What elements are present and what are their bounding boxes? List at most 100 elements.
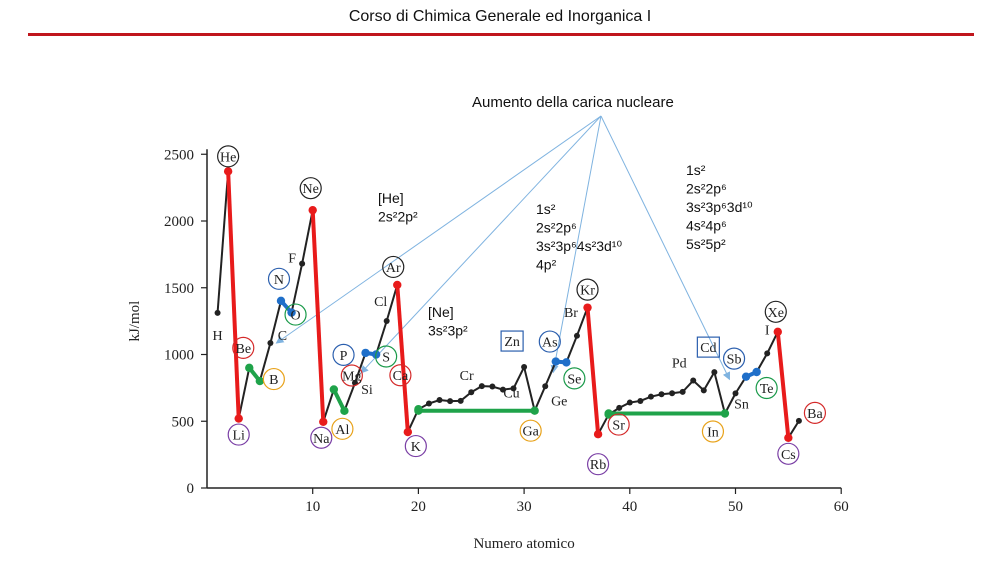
red-segment [226,171,241,419]
data-point [510,385,517,392]
config-line-sn: 1s² [686,162,706,178]
element-circle [586,453,610,476]
series-segment [216,171,230,313]
y-tick-label: 500 [172,414,195,430]
red-segment [395,284,410,433]
series-segment [544,361,557,387]
annotation-arrow [600,115,731,381]
y-tick-label: 2000 [164,214,194,230]
element-label-zn: Zn [504,335,520,350]
data-point [521,364,528,371]
element-circle [340,364,363,387]
x-tick-label: 60 [834,499,849,515]
config-line-ge: 1s² [536,201,556,217]
data-point [669,390,676,397]
config-line-sn: 3s²3p⁶3d¹⁰ [686,199,753,215]
element-circle [519,419,542,442]
red-segment [775,331,791,439]
data-point [234,414,243,423]
series-segment [533,385,547,412]
element-circle [331,417,354,440]
data-point [223,167,233,176]
element-circle [227,423,250,446]
element-label-ge: Ge [551,394,567,409]
element-circle [701,420,725,443]
data-point [732,390,739,397]
element-circle [232,336,255,359]
red-segment [310,210,326,422]
data-point [573,332,580,339]
data-point [436,397,443,404]
element-circle [262,367,285,391]
annotation-title: Aumento della carica nucleare [472,94,674,111]
element-label-ba: Ba [807,407,823,422]
data-point [690,377,697,384]
data-point [626,399,633,406]
element-circle [722,347,746,370]
x-tick-label: 40 [622,499,637,515]
element-label-s: S [382,351,390,366]
series-segment [523,366,536,411]
element-label-c: C [278,329,287,344]
element-label-al: Al [335,423,349,438]
annotations: Aumento della carica nucleare [He] 2s²2p²… [378,94,753,339]
config-line-he: 2s²2p² [378,209,418,225]
element-label-si: Si [361,383,373,398]
element-label-as: As [542,336,558,351]
config-line-ne: 3s²3p² [428,323,468,339]
x-axis-label: Numero atomico [473,536,574,552]
element-box [696,336,720,358]
element-circle [299,177,322,200]
element-label-te: Te [760,382,774,397]
series-segment [375,320,388,355]
element-label-cd: Cd [700,341,716,356]
data-point [551,357,561,366]
annotation-arrow [550,115,602,374]
element-circle [375,345,398,368]
series-segment [702,371,716,391]
element-label-o: O [290,309,300,324]
config-line-he: [He] [378,190,404,206]
data-point [287,308,296,317]
element-label-na: Na [313,432,330,447]
data-point [245,363,254,373]
data-point [773,327,782,337]
annotation-arrows [275,115,731,381]
y-tick-label: 1000 [164,348,194,364]
data-point [616,404,623,411]
element-label-b: B [269,373,278,388]
data-point [361,348,370,358]
element-circle [332,343,355,366]
element-label-rb: Rb [590,458,606,473]
data-point [647,393,654,400]
element-circle [764,300,787,323]
series-segment [565,335,578,363]
data-point [383,317,390,324]
series-segment [713,371,726,414]
data-point [741,372,751,381]
element-label-br: Br [564,306,578,321]
series-segment [512,366,525,389]
element-label-be: Be [235,342,251,357]
element-label-pd: Pd [672,357,687,372]
data-point [720,409,730,418]
element-circle [267,267,291,290]
element-circle [389,364,412,387]
data-point [276,296,286,306]
element-label-n: N [274,273,284,288]
series-segment [237,367,251,419]
element-label-i: I [765,323,770,338]
element-label-sb: Sb [727,353,742,368]
element-circle [284,303,307,326]
element-label-li: Li [232,429,245,444]
series-segment [354,352,367,384]
x-tick-label: 10 [305,499,320,515]
y-tick-label: 1500 [164,281,194,297]
data-point [214,309,221,316]
data-point [764,350,771,357]
data-point [414,406,423,415]
data-point [425,400,432,407]
element-label-cs: Cs [781,448,796,463]
data-point [499,386,506,393]
